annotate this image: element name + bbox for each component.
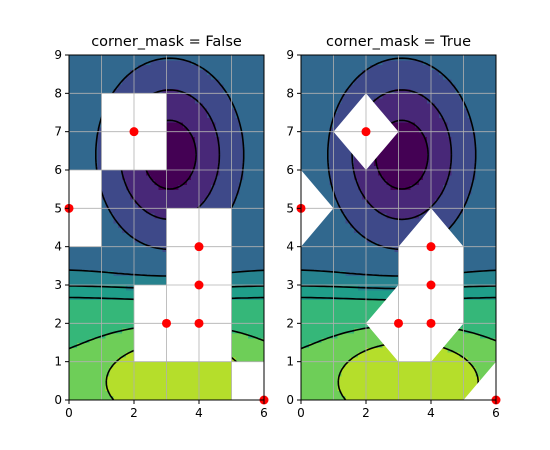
masked-point-marker	[394, 318, 403, 328]
y-tick-label: 8	[54, 86, 62, 100]
y-tick-label: 2	[286, 316, 294, 330]
masked-region	[398, 323, 431, 362]
y-tick-label: 6	[54, 163, 62, 177]
y-tick-label: 2	[54, 316, 62, 330]
masked-region	[398, 246, 431, 285]
y-tick-label: 4	[286, 240, 294, 254]
y-tick-label: 1	[286, 355, 294, 369]
masked-point-marker	[194, 242, 204, 252]
masked-point-marker	[194, 280, 204, 290]
y-tick-label: 0	[54, 393, 62, 407]
panel-1: 0 2 4 6 0 1 2 3 4 5 6 7 8 9 corner_mask = False	[54, 34, 269, 420]
y-tick-label: 4	[54, 240, 62, 254]
y-tick-label: 1	[54, 355, 62, 369]
y-tick-label: 7	[286, 125, 294, 139]
y-tick-label: 9	[54, 48, 62, 62]
chart-title: corner_mask = False	[91, 34, 242, 50]
masked-region	[463, 361, 496, 400]
x-tick-label: 0	[65, 406, 73, 420]
x-tick-label: 2	[130, 406, 138, 420]
y-tick-label: 7	[54, 125, 62, 139]
x-tick-label: 2	[362, 406, 370, 420]
x-tick-label: 6	[492, 406, 500, 420]
x-tick-label: 4	[427, 406, 435, 420]
masked-region	[231, 361, 264, 400]
panel-2: 0 2 4 6 0 1 2 3 4 5 6 7 8 9 corner_mask = True	[286, 34, 501, 420]
y-tick-label: 3	[286, 278, 294, 292]
chart-title: corner_mask = True	[326, 34, 471, 50]
masked-point-marker	[426, 280, 436, 290]
masked-points	[296, 127, 501, 405]
y-tick-label: 5	[54, 201, 62, 215]
x-tick-label: 0	[297, 406, 305, 420]
x-tick-label: 4	[195, 406, 203, 420]
axes-frame	[300, 54, 497, 401]
y-tick-label: 8	[286, 86, 294, 100]
masked-point-marker	[426, 242, 436, 252]
y-tick-label: 3	[54, 278, 62, 292]
masked-point-marker	[426, 318, 436, 328]
axes-frame	[68, 54, 265, 401]
masked-point-marker	[361, 127, 371, 137]
masked-region	[398, 285, 431, 324]
y-tick-label: 0	[286, 393, 294, 407]
masked-region	[431, 246, 464, 285]
y-tick-label: 9	[286, 48, 294, 62]
ticks: 0 2 4 6 0 1 2 3 4 5 6 7 8 9	[286, 48, 499, 420]
ticks: 0 2 4 6 0 1 2 3 4 5 6 7 8 9	[54, 48, 267, 420]
masked-point-marker	[162, 318, 171, 328]
masked-region	[431, 285, 464, 324]
x-tick-label: 6	[260, 406, 268, 420]
y-tick-label: 6	[286, 163, 294, 177]
masked-point-marker	[129, 127, 139, 137]
masked-point-marker	[194, 318, 204, 328]
y-tick-label: 5	[286, 201, 294, 215]
